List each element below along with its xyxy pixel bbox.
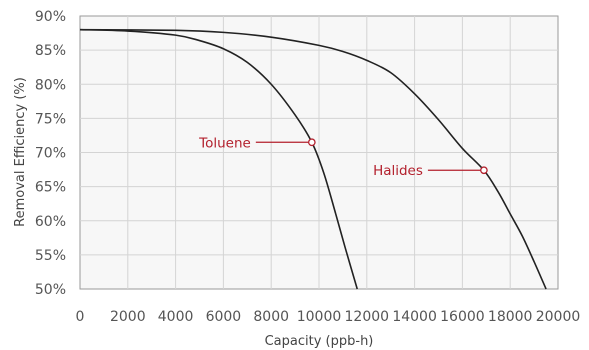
x-tick-label: 8000 [253, 309, 289, 325]
y-tick-label: 50% [35, 282, 66, 298]
y-tick-label: 75% [35, 111, 66, 127]
y-tick-label: 80% [35, 77, 66, 93]
x-axis-title: Capacity (ppb-h) [265, 334, 374, 349]
grid [80, 16, 558, 289]
x-tick-label: 14000 [392, 309, 437, 325]
x-tick-label: 20000 [536, 309, 581, 325]
x-tick-label: 4000 [158, 309, 194, 325]
y-tick-label: 55% [35, 248, 66, 264]
y-tick-label: 90% [35, 9, 66, 25]
y-tick-label: 70% [35, 146, 66, 162]
curves [79, 28, 547, 290]
halides-label: Halides [373, 163, 423, 179]
toluene-label: Toluene [198, 135, 251, 151]
x-tick-label: 2000 [110, 309, 146, 325]
toluene-marker [307, 138, 316, 147]
halides-curve [79, 28, 547, 290]
x-tick-label: 6000 [206, 309, 242, 325]
halides-marker [480, 166, 488, 175]
x-tick-label: 0 [76, 309, 85, 325]
y-tick-label: 85% [35, 43, 66, 59]
annotations: Toluene Halides [198, 135, 488, 179]
x-tick-label: 16000 [440, 309, 485, 325]
x-tick-label: 12000 [345, 309, 390, 325]
y-tick-label: 65% [35, 180, 66, 196]
y-tick-label: 60% [35, 214, 66, 230]
x-tick-label: 10000 [297, 309, 342, 325]
toluene-curve [79, 28, 359, 290]
x-tick-label: 18000 [488, 309, 533, 325]
y-axis-title: Removal Efficiency (%) [13, 77, 28, 227]
tick-labels: 0 2000 4000 6000 8000 10000 12000 14000 16000 180… [35, 9, 580, 325]
